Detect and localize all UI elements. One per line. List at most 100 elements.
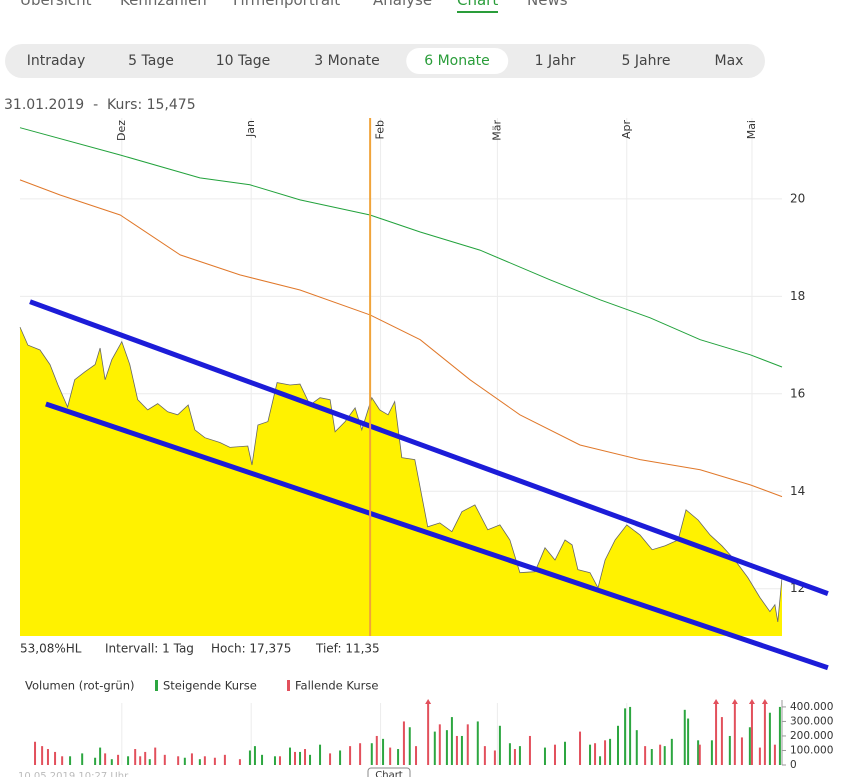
- overflow-arrow: [713, 699, 720, 704]
- nav-tab[interactable]: Chart: [457, 0, 499, 13]
- volume-bar: [69, 756, 72, 765]
- volume-bar: [304, 749, 307, 765]
- volume-bar: [134, 749, 137, 765]
- volume-bar: [513, 749, 516, 765]
- volume-bar: [650, 749, 653, 765]
- volume-bar: [778, 706, 781, 765]
- volume-bar: [94, 757, 97, 765]
- nav-tab[interactable]: Analyse: [373, 0, 433, 9]
- volume-bar: [261, 754, 264, 765]
- volume-bar: [370, 743, 373, 765]
- volume-bar: [223, 754, 226, 765]
- period-button[interactable]: 1 Jahr: [534, 53, 576, 69]
- volume-bar: [609, 738, 612, 765]
- stat: Hoch: 17,375: [211, 642, 291, 656]
- separator: -: [93, 97, 99, 113]
- header: 31.01.2019 - Kurs: 15,475: [4, 97, 196, 113]
- volume-bar: [728, 735, 731, 765]
- volume-bar: [773, 744, 776, 765]
- date: 31.01.2019: [4, 97, 85, 113]
- volume-bar: [46, 749, 49, 765]
- volume-bar: [110, 759, 113, 765]
- period-bar: Intraday 5 Tage 10 Tage 3 Monate 6 Monate 1 J…: [5, 44, 765, 78]
- timestamp: 10.05.2019 10:27 Uhr: [18, 771, 129, 777]
- volume-bar: [427, 703, 430, 765]
- volume-bar: [104, 753, 107, 765]
- volume-bar: [375, 735, 378, 765]
- volume-bar: [41, 746, 44, 765]
- x-tick-label: Dez: [115, 120, 128, 141]
- legend-swatch: [155, 680, 158, 691]
- overflow-arrow: [748, 699, 755, 704]
- y-tick-label: 200.000: [790, 730, 833, 742]
- stat: Tief: 11,35: [315, 642, 380, 656]
- volume-bar: [498, 725, 501, 765]
- volume-bar: [594, 743, 597, 765]
- volume-bar: [518, 746, 521, 765]
- chart-button[interactable]: Chart: [375, 770, 403, 777]
- nav-tab[interactable]: Firmenportrait: [233, 0, 341, 9]
- volume-bar: [659, 744, 662, 765]
- volume-bar: [589, 744, 592, 765]
- y-tick-label: 100.000: [790, 744, 833, 756]
- volume-bar: [389, 747, 392, 765]
- volume-bar: [339, 750, 342, 765]
- volume-bar: [402, 721, 405, 765]
- volume-bar: [382, 738, 385, 765]
- volume-bar: [190, 753, 193, 765]
- volume-bar: [616, 725, 619, 765]
- y-tick-label: 18: [790, 289, 805, 303]
- volume-bar: [127, 756, 130, 765]
- volume-bar: [460, 735, 463, 765]
- volume-bar: [604, 740, 607, 765]
- x-tick-label: Mai: [745, 120, 758, 139]
- x-tick-label: Jan: [244, 120, 257, 138]
- volume-bar: [528, 735, 531, 765]
- volume-bar: [183, 757, 186, 765]
- stat: 53,08%HL: [20, 642, 82, 656]
- chart-button-box: [367, 767, 411, 777]
- volume-bar: [54, 751, 57, 765]
- legend-label: Steigende Kurse: [163, 679, 257, 693]
- volume-bar: [710, 740, 713, 765]
- volume-bar: [139, 756, 142, 765]
- volume-bar: [750, 703, 753, 765]
- volume-bar: [697, 740, 700, 765]
- volume-bar: [768, 712, 771, 765]
- period-button[interactable]: 3 Monate: [314, 53, 380, 69]
- volume-bar: [309, 754, 312, 765]
- volume-bar: [248, 750, 251, 765]
- y-tick-label: 0: [790, 759, 797, 771]
- volume-bar: [748, 727, 751, 765]
- volume-bar: [253, 746, 256, 765]
- period-button[interactable]: Max: [714, 53, 744, 69]
- moving-average: [19, 179, 783, 498]
- period-button[interactable]: 6 Monate: [406, 48, 508, 74]
- nav-tab[interactable]: News: [527, 0, 568, 9]
- period-button[interactable]: 5 Tage: [128, 53, 174, 69]
- period-button[interactable]: 10 Tage: [215, 53, 271, 69]
- volume-bar: [683, 709, 686, 765]
- trend-line: [29, 299, 829, 596]
- period-button[interactable]: Intraday: [26, 53, 86, 69]
- volume-bar: [81, 753, 84, 765]
- volume-bar: [415, 746, 418, 765]
- volume-bar: [433, 731, 436, 765]
- legend-swatch: [287, 680, 290, 691]
- x-tick-label: Feb: [374, 120, 387, 139]
- volume-bar: [288, 747, 291, 765]
- volume-bar: [319, 744, 322, 765]
- y-tick-label: 16: [790, 386, 805, 400]
- volume-bar: [476, 721, 479, 765]
- volume-bar: [720, 717, 723, 765]
- period-button[interactable]: 5 Jahre: [621, 53, 671, 69]
- trend-line: [45, 401, 829, 671]
- volume-bar: [117, 754, 120, 765]
- y-tick-label: 400.000: [790, 701, 833, 713]
- nav-tab[interactable]: Übersicht: [20, 0, 92, 9]
- nav-tab[interactable]: Kennzahlen: [120, 0, 207, 9]
- volume-bar: [359, 743, 362, 765]
- price-line: [19, 326, 783, 622]
